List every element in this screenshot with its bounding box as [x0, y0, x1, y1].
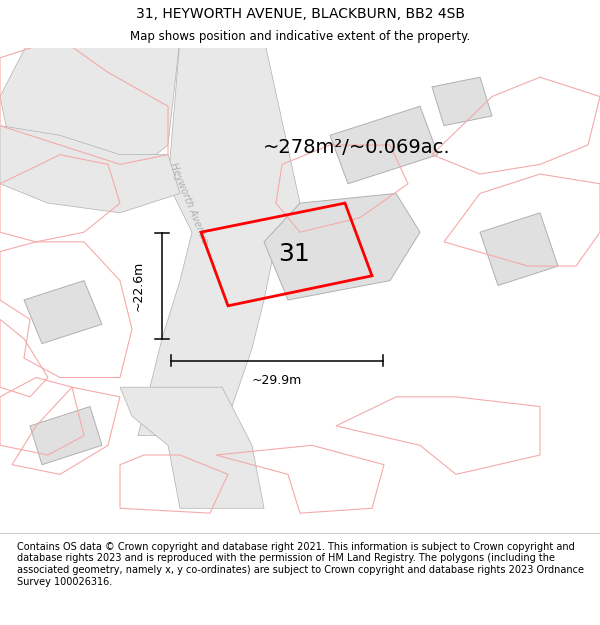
Polygon shape — [264, 194, 420, 300]
Polygon shape — [330, 106, 438, 184]
Polygon shape — [138, 39, 300, 436]
Text: 31: 31 — [278, 242, 310, 266]
Polygon shape — [0, 39, 180, 194]
Text: ~22.6m: ~22.6m — [131, 261, 145, 311]
Text: Map shows position and indicative extent of the property.: Map shows position and indicative extent… — [130, 29, 470, 42]
Text: ~29.9m: ~29.9m — [252, 374, 302, 388]
Polygon shape — [0, 126, 180, 213]
Text: 31, HEYWORTH AVENUE, BLACKBURN, BB2 4SB: 31, HEYWORTH AVENUE, BLACKBURN, BB2 4SB — [136, 8, 464, 21]
Polygon shape — [30, 406, 102, 465]
Text: Heyworth Avenue: Heyworth Avenue — [168, 161, 210, 245]
Polygon shape — [24, 281, 102, 344]
Polygon shape — [120, 387, 264, 508]
Text: ~278m²/~0.069ac.: ~278m²/~0.069ac. — [263, 138, 451, 157]
Text: Contains OS data © Crown copyright and database right 2021. This information is : Contains OS data © Crown copyright and d… — [17, 542, 584, 586]
Polygon shape — [432, 77, 492, 126]
Polygon shape — [480, 213, 558, 286]
